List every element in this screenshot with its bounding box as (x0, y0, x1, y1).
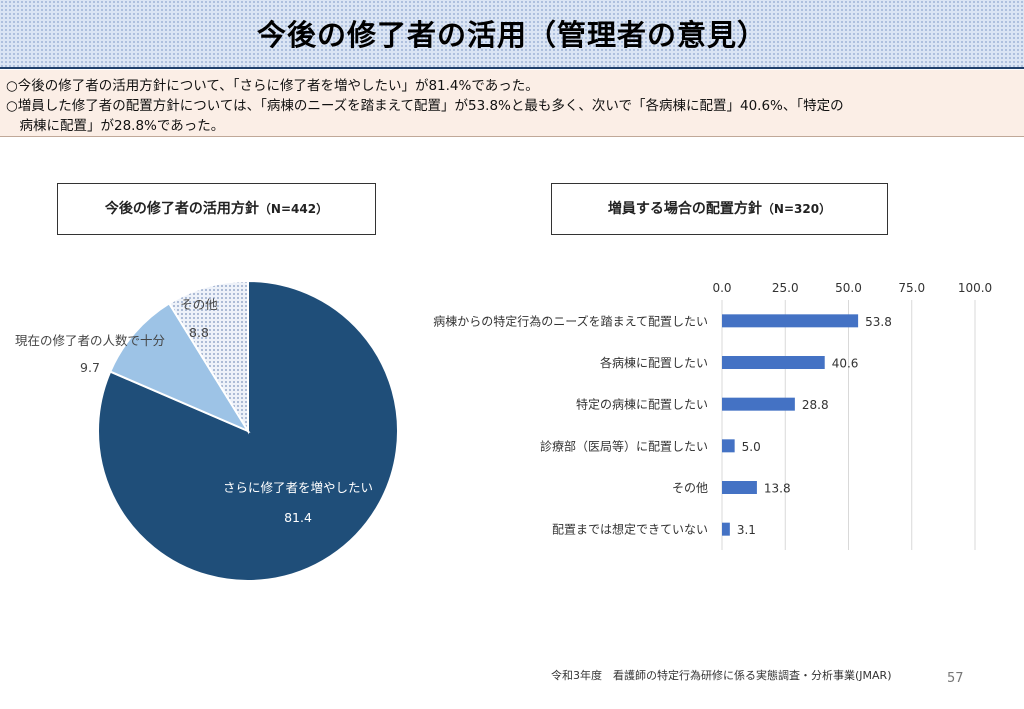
footer-source: 令和3年度 看護師の特定行為研修に係る実態調査・分析事業(JMAR) (551, 669, 892, 682)
bar-category-label: 各病棟に配置したい (600, 355, 708, 370)
pie-panel-title: 今後の修了者の活用方針（N=442） (57, 183, 376, 235)
pie-panel-title-text: 今後の修了者の活用方針 (104, 201, 259, 217)
bar-category-label: その他 (672, 481, 708, 495)
summary-line-1: ○今後の修了者の活用方針について、「さらに修了者を増やしたい」が81.4%であっ… (6, 78, 539, 94)
x-tick-label: 25.0 (772, 281, 799, 295)
bar-1 (722, 314, 859, 328)
bar-category-label: 病棟からの特定行為のニーズを踏まえて配置したい (433, 313, 708, 328)
pie-slice-other (167, 279, 249, 435)
x-tick-label: 0.0 (712, 281, 731, 295)
pie-value-sufficient: 9.7 (80, 360, 100, 375)
pie-label-other: その他 (180, 297, 218, 312)
bar-panel-n-label: （N=320） (761, 202, 832, 216)
bar-value-label: 5.0 (742, 440, 761, 454)
bar-value-label: 28.8 (802, 398, 829, 412)
pie-value-increase: 81.4 (284, 510, 312, 525)
pie-slice-increase (97, 279, 399, 582)
bar-4 (722, 439, 735, 453)
x-tick-label: 75.0 (898, 281, 925, 295)
bar-panel-title: 増員する場合の配置方針（N=320） (551, 183, 888, 235)
summary-line-2: ○増員した修了者の配置方針については、「病棟のニーズを踏まえて配置」が53.8%… (6, 98, 844, 114)
pie-label-sufficient: 現在の修了者の人数で十分 (15, 333, 165, 348)
bar-6 (722, 522, 730, 536)
bar-category-label: 特定の病棟に配置したい (576, 397, 708, 412)
pie-value-other: 8.8 (189, 325, 209, 340)
bar-2 (722, 356, 825, 369)
summary-box: ○今後の修了者の活用方針について、「さらに修了者を増やしたい」が81.4%であっ… (0, 70, 1024, 137)
x-tick-label: 50.0 (835, 281, 862, 295)
pie-label-increase: さらに修了者を増やしたい (223, 480, 373, 495)
x-tick-label: 100.0 (958, 281, 992, 295)
page-number: 57 (947, 671, 964, 686)
summary-line-3: 病棟に配置」が28.8%であった。 (6, 118, 225, 134)
pie-slice-sufficient (108, 302, 251, 434)
bar-value-label: 3.1 (737, 523, 756, 537)
title-banner: 今後の修了者の活用（管理者の意見） (0, 0, 1024, 69)
bar-category-label: 診療部（医局等）に配置したい (540, 438, 708, 453)
bar-value-label: 13.8 (764, 482, 791, 496)
bar-5 (722, 481, 757, 494)
bar-category-label: 配置までは想定できていない (552, 522, 708, 537)
bar-3 (722, 397, 795, 411)
bar-panel-title-text: 増員する場合の配置方針 (607, 201, 762, 217)
bar-value-label: 40.6 (832, 357, 859, 371)
pie-panel-n-label: （N=442） (258, 202, 329, 216)
slide-title: 今後の修了者の活用（管理者の意見） (256, 18, 767, 52)
bar-value-label: 53.8 (865, 315, 892, 329)
